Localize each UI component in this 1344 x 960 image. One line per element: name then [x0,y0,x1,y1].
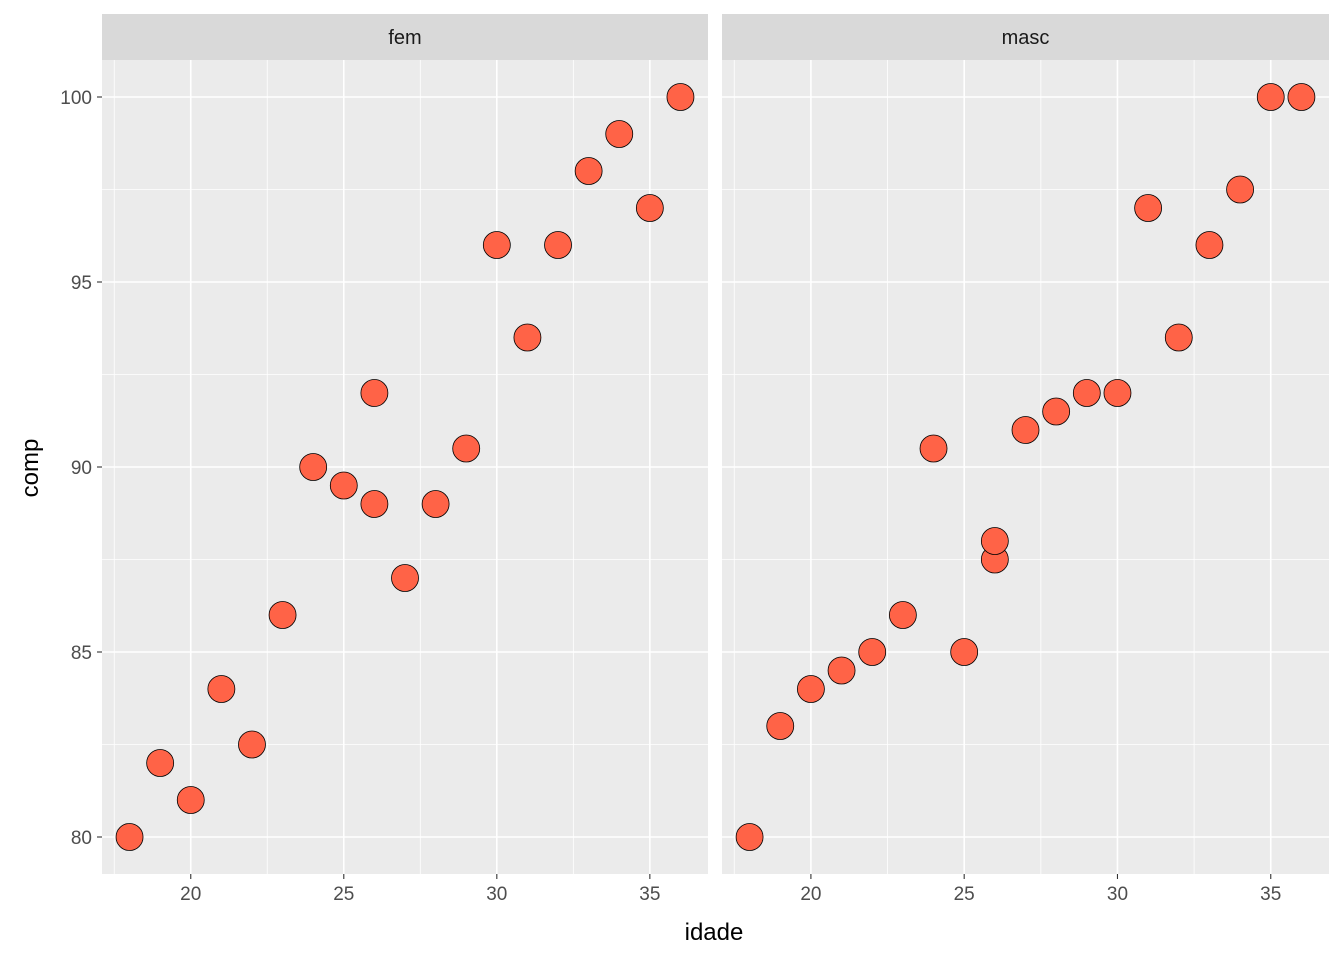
data-point-masc-2 [797,675,825,703]
x-tick-label: 35 [639,884,660,905]
facet-panel-fem: fem 20 25 30 35 [102,14,708,905]
data-point-fem-11 [421,490,450,518]
facet-strip-label: fem [388,27,421,49]
data-point-fem-17 [605,120,634,148]
data-point-fem-1 [146,749,175,777]
data-point-fem-7 [329,471,358,500]
panels-layer: fem 20 25 30 35 masc 20 25 30 35 [102,14,1329,905]
data-point-masc-13 [1103,379,1132,407]
x-tick-label: 20 [800,884,821,905]
data-point-fem-13 [482,231,511,259]
data-point-masc-7 [950,638,979,666]
data-point-masc-6 [919,434,948,463]
y-axis-title: comp [17,439,44,498]
y-tick-label: 95 [71,273,92,294]
x-tick-label: 20 [180,884,201,905]
data-point-fem-2 [176,786,205,814]
data-point-fem-4 [238,730,266,759]
data-point-fem-14 [513,323,542,352]
data-point-fem-12 [452,434,481,463]
facet-strip [102,14,708,60]
facet-strip-label: masc [1002,27,1050,49]
data-point-masc-3 [827,656,856,685]
data-point-masc-15 [1164,323,1193,352]
data-point-fem-16 [574,157,603,185]
data-point-masc-12 [1072,379,1101,407]
x-tick-label: 30 [486,884,507,905]
data-point-masc-18 [1256,83,1285,111]
y-tick-label: 100 [60,88,92,109]
data-point-masc-10 [1011,416,1040,444]
y-tick-label: 80 [71,828,92,849]
y-tick-label: 85 [71,643,92,664]
data-point-fem-10 [391,564,419,592]
data-point-masc-9 [980,527,1009,555]
data-point-masc-0 [735,823,764,851]
data-point-fem-15 [544,231,572,259]
data-point-masc-14 [1134,194,1163,222]
x-tick-label: 25 [954,884,975,905]
data-point-fem-5 [268,601,297,629]
data-point-fem-19 [666,83,695,111]
x-axis-title: idade [685,919,744,946]
data-point-masc-16 [1195,231,1224,259]
x-tick-label: 30 [1107,884,1128,905]
data-point-masc-4 [858,638,887,666]
data-point-masc-17 [1226,175,1254,204]
x-tick-label: 25 [333,884,354,905]
x-tick-label: 35 [1260,884,1281,905]
data-point-masc-19 [1287,83,1316,111]
facet-panel-masc: masc 20 25 30 35 [722,14,1329,905]
facet-strip [722,14,1329,60]
data-point-fem-0 [115,823,144,851]
data-point-fem-3 [207,675,236,703]
data-point-fem-9 [360,490,389,518]
data-point-fem-8 [360,379,389,407]
data-point-fem-18 [635,194,664,222]
data-point-masc-1 [766,712,795,740]
y-tick-label: 90 [71,458,92,479]
data-point-masc-11 [1042,397,1071,426]
data-point-fem-6 [299,453,328,481]
y-axis: 80 85 90 95 100 [60,88,102,849]
data-point-masc-5 [888,601,917,629]
